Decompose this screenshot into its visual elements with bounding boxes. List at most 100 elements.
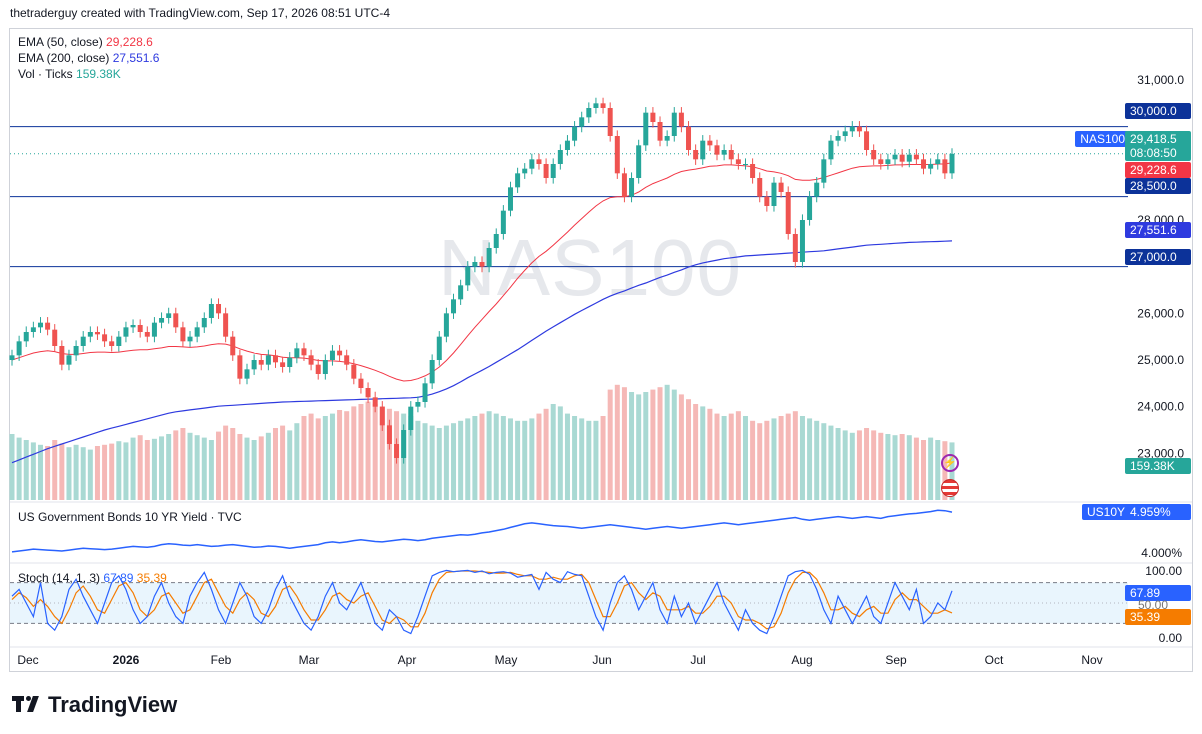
candle-body [864,131,870,150]
candle-body [73,346,79,356]
candle-body [586,108,592,118]
volume-bar [422,423,428,500]
y-tick-label: 26,000.0 [1137,306,1184,320]
volume-bar [550,404,556,500]
candle-body [80,336,86,346]
candle-body [899,154,905,162]
volume-bar [465,418,471,500]
volume-bar [828,425,834,500]
volume-bar [301,416,307,500]
candle-body [885,159,891,164]
last-price-value: 29,418.5 [1130,132,1177,146]
volume-bar [45,446,51,500]
candle-body [593,103,599,108]
volume-bar [436,428,442,500]
candle-body [365,388,371,398]
us-flag-event-icon[interactable] [941,479,959,497]
volume-bar [835,428,841,500]
tradingview-brand[interactable]: TradingView [12,692,177,718]
candle-body [422,383,428,402]
chart-frame [9,28,1193,672]
volume-bar [714,413,720,500]
tradingview-logo-icon [12,696,42,714]
candle-body [237,355,243,379]
volume-bar [16,437,22,500]
candle-body [600,103,606,108]
volume-bar [166,434,172,500]
candle-body [344,355,350,365]
volume-bar [643,392,649,500]
volume-bar [493,413,499,500]
volume-bar [223,425,229,500]
candle-body [16,341,22,356]
volume-bar [935,440,941,500]
volume-bar [707,408,713,500]
candle-body [792,234,798,262]
volume-bar [764,420,770,500]
volume-bar [785,413,791,500]
candle-body [280,362,286,367]
volume-bar [600,416,606,500]
volume-bar [116,441,122,500]
lightning-event-icon[interactable]: ⚡ [941,454,959,472]
volume-bar [529,418,535,500]
volume-bar [693,404,699,500]
candle-body [664,136,670,141]
candle-body [458,285,464,300]
candle-body [251,360,257,370]
candle-body [436,336,442,360]
volume-bar [379,406,385,500]
volume-bar [151,438,157,500]
vol-legend-label: Vol · Ticks [18,67,73,81]
stoch-legend-label: Stoch (14, 1, 3) [18,571,101,585]
volume-bar [30,442,36,500]
volume-bar [814,420,820,500]
volume-bar [607,389,613,500]
stoch-legend: Stoch (14, 1, 3) 67.89 35.39 [18,570,167,586]
volume-bar [878,432,884,500]
volume-bar [792,411,798,500]
volume-bar [728,413,734,500]
symbol-tag: NAS100 [1075,131,1130,147]
candle-body [678,112,684,127]
level-30000-tag: 30,000.0 [1125,103,1191,119]
candle-body [151,322,157,337]
candle-body [906,154,912,162]
candle-body [785,192,791,234]
candle-body [771,182,777,206]
volume-bar [265,432,271,500]
volume-bar [9,434,15,500]
vol-legend-value: 159.38K [76,67,121,81]
y-tick-label: 24,000.0 [1137,400,1184,414]
candle-body [37,322,43,328]
candle-body [429,360,435,384]
candle-body [265,355,271,365]
candle-body [386,425,392,444]
candle-body [294,348,300,358]
volume-bar [849,432,855,500]
candle-body [572,126,578,141]
candle-body [657,122,663,141]
volume-bar [757,423,763,500]
volume-bar [351,406,357,500]
candle-body [935,159,941,164]
candle-body [750,164,756,178]
candle-body [180,327,186,342]
candle-body [109,341,115,346]
candle-body [835,136,841,141]
candle-body [123,327,129,337]
volume-bar [564,413,570,500]
volume-bar [244,437,250,500]
x-tick-label: Nov [1081,653,1102,667]
candle-body [45,322,51,330]
candle-body [52,329,58,346]
candle-body [728,150,734,160]
ema50-line [11,162,953,382]
volume-bar [230,428,236,500]
volume-bar [66,447,72,500]
volume-bar [272,428,278,500]
candle-body [757,178,763,197]
volume-bar [37,444,43,500]
volume-bar [807,418,813,500]
